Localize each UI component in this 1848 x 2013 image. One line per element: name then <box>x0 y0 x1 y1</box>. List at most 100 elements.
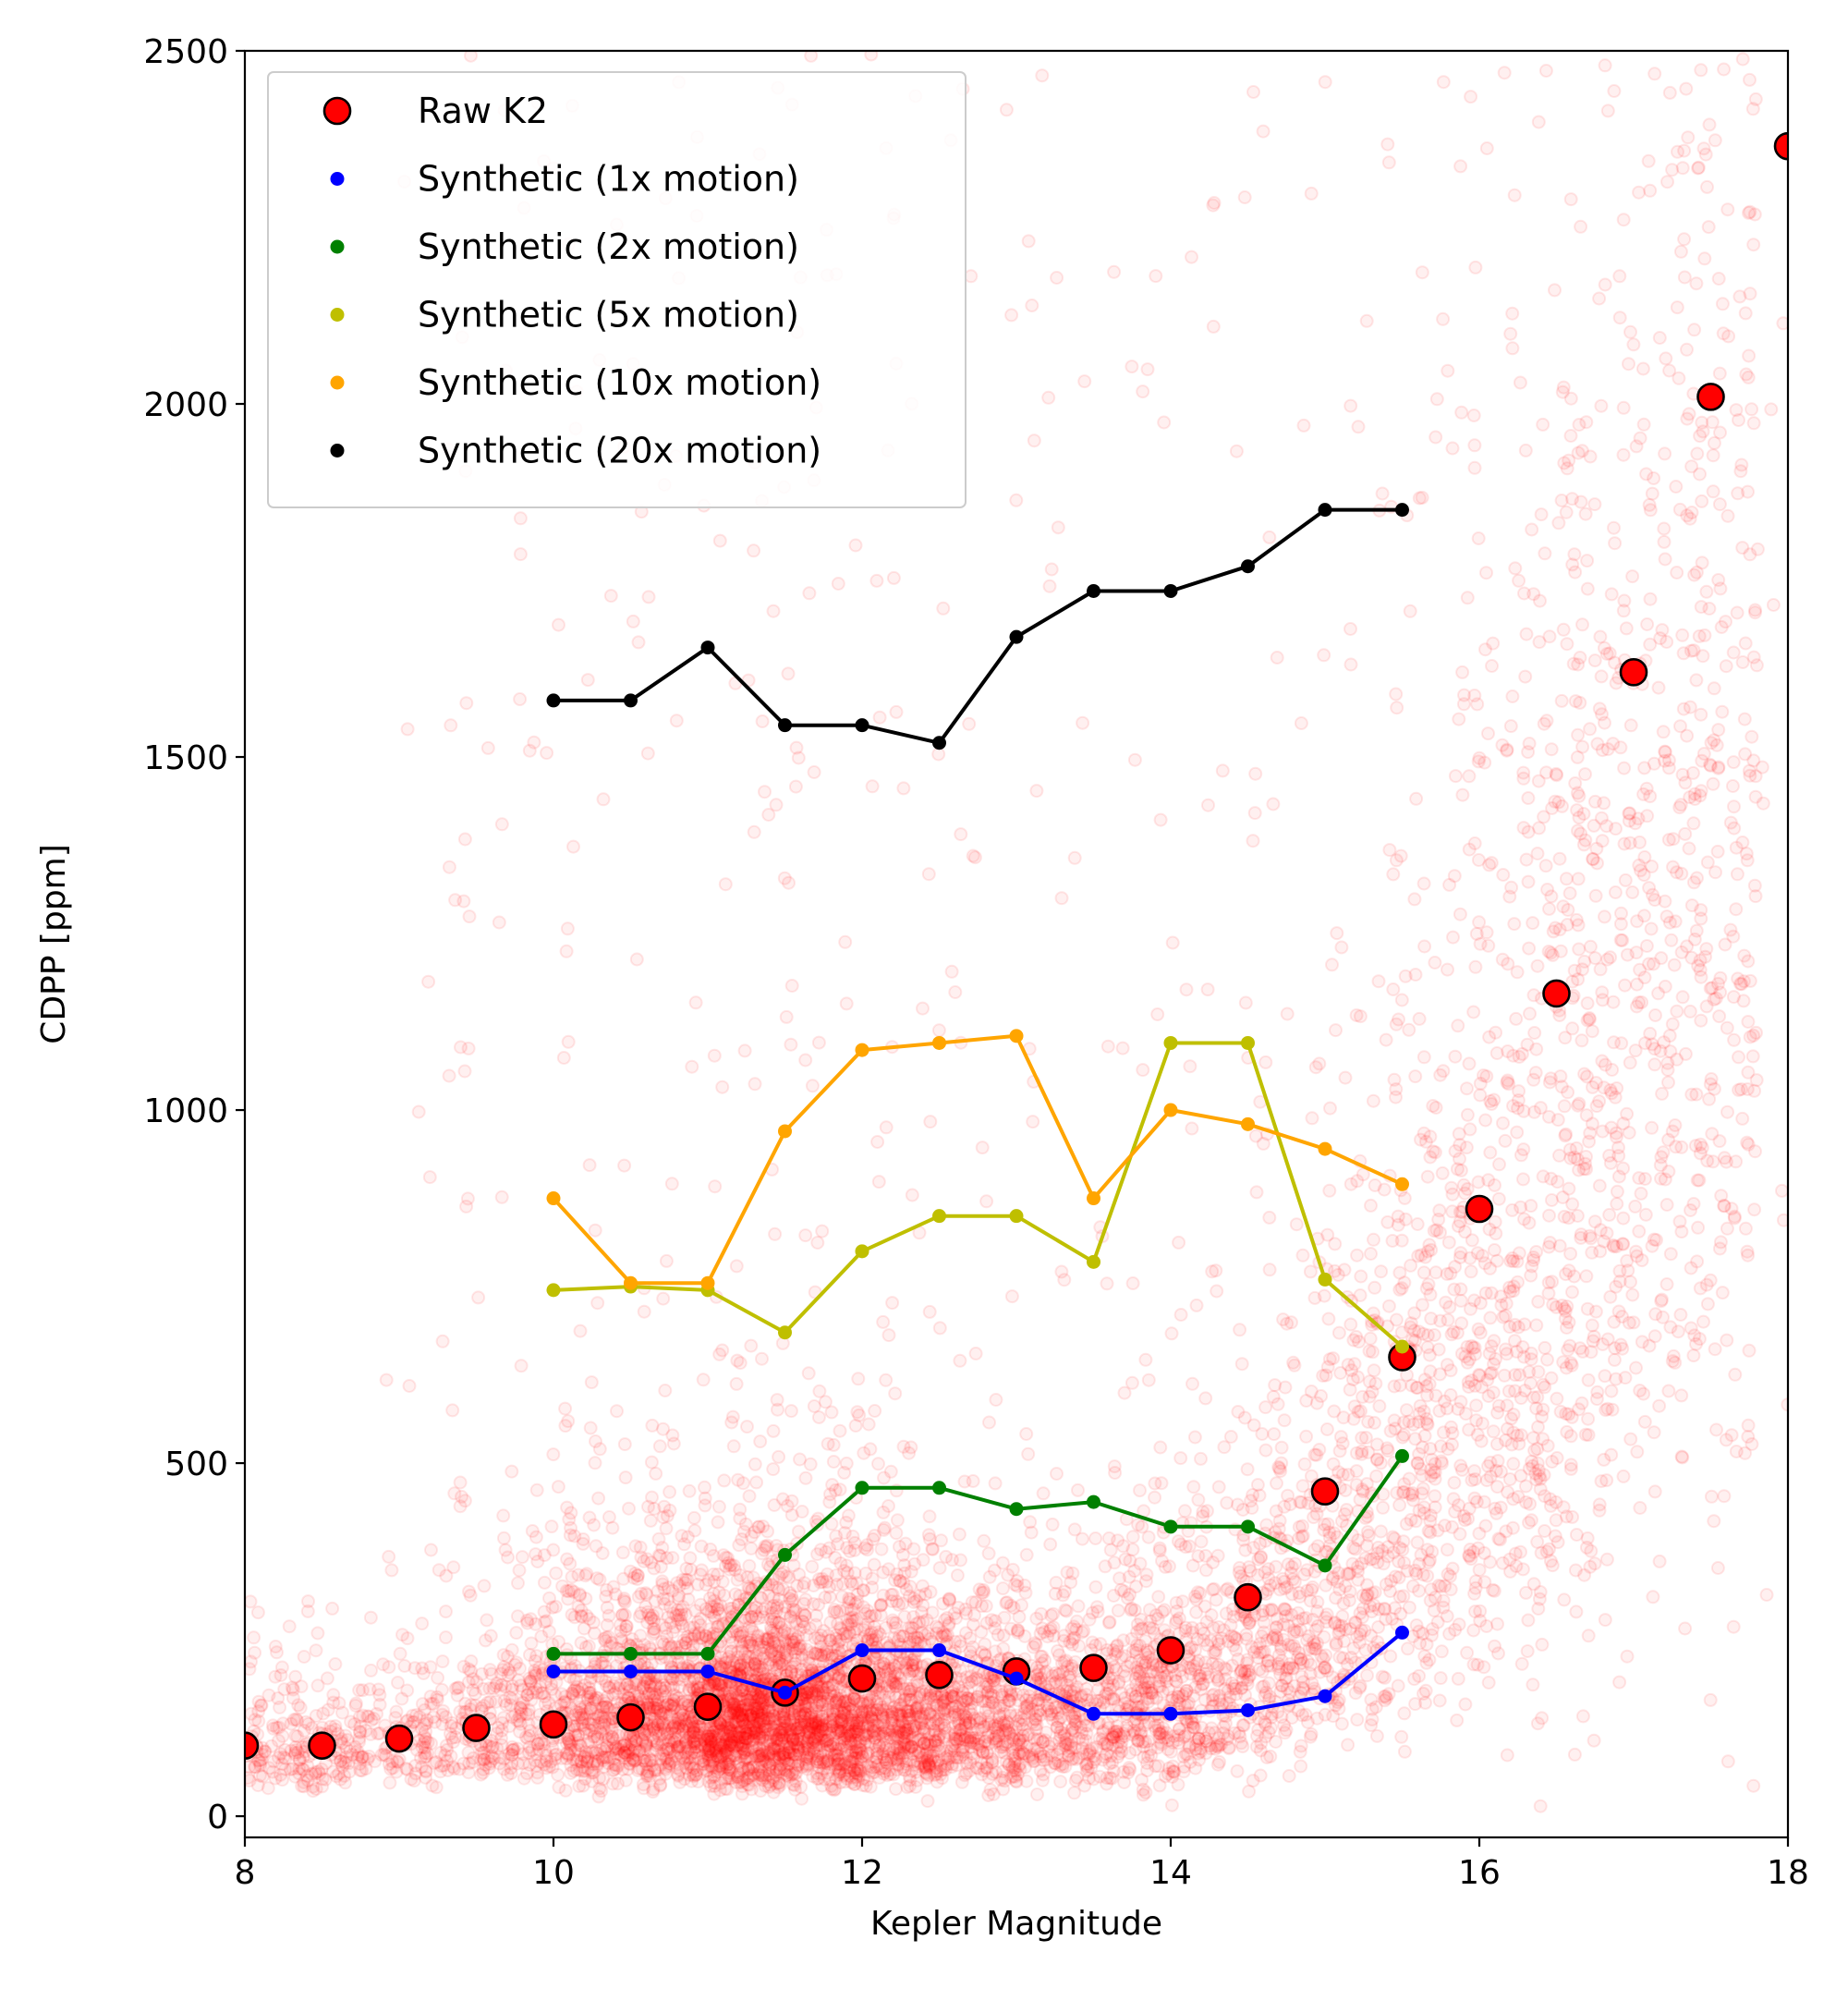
background-point <box>1383 1423 1398 1438</box>
background-point <box>1587 1329 1601 1344</box>
background-point <box>1433 1226 1447 1240</box>
background-point <box>1277 1602 1292 1616</box>
background-point <box>1346 1641 1361 1655</box>
background-point <box>1643 183 1658 198</box>
background-point <box>1348 1616 1363 1630</box>
background-point <box>1448 1144 1463 1158</box>
background-point <box>1569 912 1584 927</box>
background-point <box>1694 911 1708 926</box>
background-point <box>1441 1567 1455 1581</box>
background-point <box>1210 1674 1225 1688</box>
background-point <box>1712 1009 1727 1024</box>
background-point <box>1640 617 1655 631</box>
background-point <box>770 1393 784 1408</box>
background-point <box>1151 1590 1166 1604</box>
background-point <box>1401 1641 1415 1656</box>
background-point <box>1609 1239 1623 1254</box>
background-point <box>1707 681 1721 696</box>
background-point <box>1118 1669 1132 1683</box>
background-point <box>1612 1263 1627 1278</box>
background-point <box>1194 1534 1209 1549</box>
background-point <box>1402 1600 1416 1615</box>
background-point <box>1578 506 1593 521</box>
background-point <box>1079 1759 1094 1774</box>
background-point <box>1705 1127 1720 1141</box>
background-point <box>1519 627 1534 641</box>
background-point <box>1618 872 1633 887</box>
background-point <box>1127 1603 1142 1617</box>
background-point <box>1543 1236 1557 1250</box>
background-point <box>1729 1154 1744 1169</box>
background-point <box>1130 1718 1145 1732</box>
background-point <box>1351 1564 1366 1579</box>
background-point <box>1428 1457 1442 1471</box>
background-point <box>1660 1198 1674 1212</box>
background-point <box>1152 1778 1167 1793</box>
background-point <box>1615 933 1630 947</box>
background-point <box>1161 1742 1175 1757</box>
background-point <box>1579 1269 1594 1284</box>
background-point <box>1100 1771 1114 1786</box>
background-point <box>1730 605 1745 620</box>
background-point <box>1396 1428 1411 1442</box>
background-point <box>1716 326 1731 341</box>
background-point <box>891 1758 906 1773</box>
background-point <box>1295 1479 1310 1494</box>
background-point <box>1434 1644 1449 1659</box>
background-point <box>1648 1307 1663 1322</box>
background-point <box>1155 1604 1170 1619</box>
background-point <box>1594 669 1609 684</box>
background-point <box>1405 1493 1420 1507</box>
background-point <box>1741 1430 1756 1444</box>
background-point <box>1437 1394 1452 1409</box>
background-point <box>1571 727 1586 742</box>
background-point <box>1735 836 1750 849</box>
background-point <box>1692 1173 1707 1188</box>
background-point <box>1655 1292 1669 1307</box>
background-point <box>1412 1624 1427 1639</box>
background-point <box>1173 1537 1188 1552</box>
background-point <box>1587 497 1602 512</box>
background-point <box>1506 1279 1521 1294</box>
background-point <box>1542 629 1557 644</box>
background-point <box>1422 1653 1437 1667</box>
background-point <box>1484 1286 1499 1300</box>
background-point <box>1161 1761 1176 1775</box>
background-point <box>1203 1633 1218 1648</box>
background-point <box>1556 899 1571 914</box>
background-point <box>953 1743 967 1758</box>
background-point <box>1473 1076 1488 1091</box>
background-point <box>1107 1730 1122 1745</box>
background-point <box>1462 1056 1477 1071</box>
background-point <box>1670 1004 1684 1019</box>
background-point <box>1258 1689 1272 1702</box>
background-point <box>1385 1530 1400 1544</box>
background-point <box>1570 803 1585 818</box>
background-point <box>889 1616 904 1630</box>
background-point <box>713 1678 728 1693</box>
background-point <box>622 1501 636 1516</box>
background-point <box>890 1513 905 1528</box>
background-point <box>1719 1433 1733 1447</box>
background-point <box>1520 1644 1535 1658</box>
background-point <box>889 1782 903 1797</box>
background-point <box>1709 1422 1723 1437</box>
background-point <box>1441 962 1454 977</box>
background-point <box>1446 1492 1461 1507</box>
background-point <box>1133 1483 1147 1498</box>
background-point <box>829 1695 844 1710</box>
background-point <box>1735 655 1750 669</box>
background-point <box>1284 1315 1298 1330</box>
background-point <box>950 1568 965 1582</box>
background-point <box>1436 1593 1451 1608</box>
background-point <box>1535 1637 1550 1652</box>
background-point <box>1435 1165 1450 1180</box>
background-point <box>1309 1447 1324 1462</box>
background-point <box>1693 1137 1708 1152</box>
background-point <box>1050 1747 1064 1762</box>
background-point <box>1658 745 1672 760</box>
background-point <box>1337 1507 1352 1521</box>
background-point <box>1372 1398 1387 1413</box>
background-point <box>1727 799 1741 814</box>
background-point <box>1204 1608 1219 1622</box>
